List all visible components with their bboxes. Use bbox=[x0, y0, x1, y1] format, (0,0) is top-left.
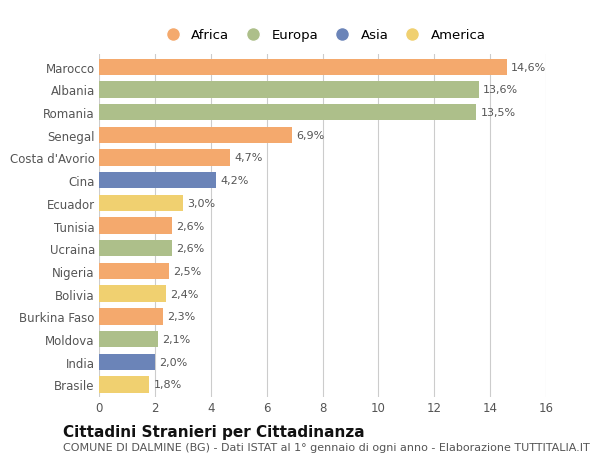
Bar bbox=[99, 150, 230, 166]
Text: 6,9%: 6,9% bbox=[296, 130, 324, 140]
Bar bbox=[99, 59, 507, 76]
Text: Cittadini Stranieri per Cittadinanza: Cittadini Stranieri per Cittadinanza bbox=[63, 425, 365, 440]
Text: 2,3%: 2,3% bbox=[167, 312, 196, 322]
Bar bbox=[99, 241, 172, 257]
Bar bbox=[99, 218, 172, 234]
Text: 13,5%: 13,5% bbox=[481, 108, 515, 118]
Text: 2,6%: 2,6% bbox=[176, 221, 204, 231]
Text: 2,4%: 2,4% bbox=[170, 289, 199, 299]
Text: 4,2%: 4,2% bbox=[221, 176, 249, 186]
Text: 14,6%: 14,6% bbox=[511, 62, 547, 73]
Text: 2,6%: 2,6% bbox=[176, 244, 204, 254]
Text: 3,0%: 3,0% bbox=[187, 198, 215, 208]
Bar bbox=[99, 376, 149, 393]
Bar bbox=[99, 354, 155, 370]
Bar bbox=[99, 331, 158, 347]
Legend: Africa, Europa, Asia, America: Africa, Europa, Asia, America bbox=[154, 24, 491, 48]
Text: 4,7%: 4,7% bbox=[235, 153, 263, 163]
Bar bbox=[99, 127, 292, 144]
Bar bbox=[99, 286, 166, 302]
Text: COMUNE DI DALMINE (BG) - Dati ISTAT al 1° gennaio di ogni anno - Elaborazione TU: COMUNE DI DALMINE (BG) - Dati ISTAT al 1… bbox=[63, 442, 590, 452]
Text: 2,1%: 2,1% bbox=[162, 334, 190, 344]
Bar bbox=[99, 308, 163, 325]
Text: 1,8%: 1,8% bbox=[154, 380, 182, 390]
Bar bbox=[99, 173, 217, 189]
Text: 13,6%: 13,6% bbox=[483, 85, 518, 95]
Bar bbox=[99, 82, 479, 98]
Text: 2,0%: 2,0% bbox=[159, 357, 187, 367]
Bar bbox=[99, 105, 476, 121]
Bar bbox=[99, 263, 169, 280]
Text: 2,5%: 2,5% bbox=[173, 266, 201, 276]
Bar bbox=[99, 195, 183, 212]
